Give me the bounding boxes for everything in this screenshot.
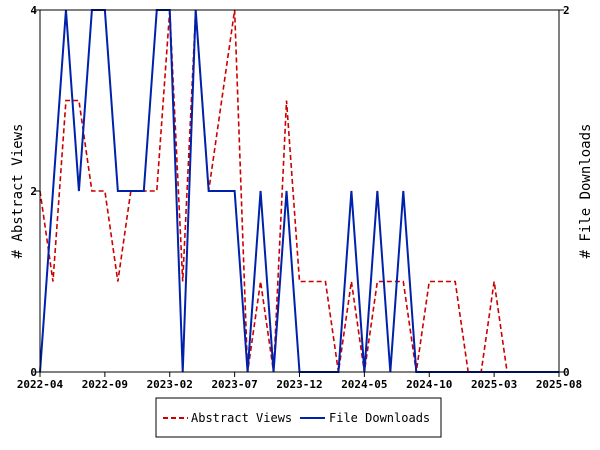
series-line-file-downloads: [39, 9, 559, 373]
x-tick-label: 2025-03: [471, 378, 517, 391]
x-tick-label: 2022-09: [82, 378, 128, 391]
y-axis-right-title: # File Downloads: [578, 124, 594, 259]
x-tick-label: 2022-04: [17, 378, 64, 391]
x-tick-label: 2023-12: [276, 378, 322, 391]
y-right-tick-label: 2: [563, 4, 570, 17]
legend-label-abstract-views: Abstract Views: [191, 411, 292, 425]
x-tick-label: 2024-10: [406, 378, 452, 391]
y-left-tick-label: 0: [30, 366, 37, 379]
legend: Abstract Views File Downloads: [155, 397, 442, 438]
legend-label-file-downloads: File Downloads: [329, 411, 430, 425]
x-tick-label: 2023-02: [147, 378, 193, 391]
x-tick-label: 2024-05: [341, 378, 387, 391]
axis-ticks: 2022-04 2022-09 2023-02 2023-07 2023-12 2024-…: [17, 4, 582, 391]
x-tick-label: 2025-08: [536, 378, 582, 391]
y-left-tick-label: 4: [30, 4, 37, 17]
y-axis-left-title: # Abstract Views: [10, 124, 26, 259]
series-layer: [39, 9, 559, 373]
legend-box: [155, 397, 442, 438]
x-tick-label: 2023-07: [211, 378, 257, 391]
y-right-tick-label: 0: [563, 366, 570, 379]
y-left-tick-label: 2: [30, 185, 37, 198]
